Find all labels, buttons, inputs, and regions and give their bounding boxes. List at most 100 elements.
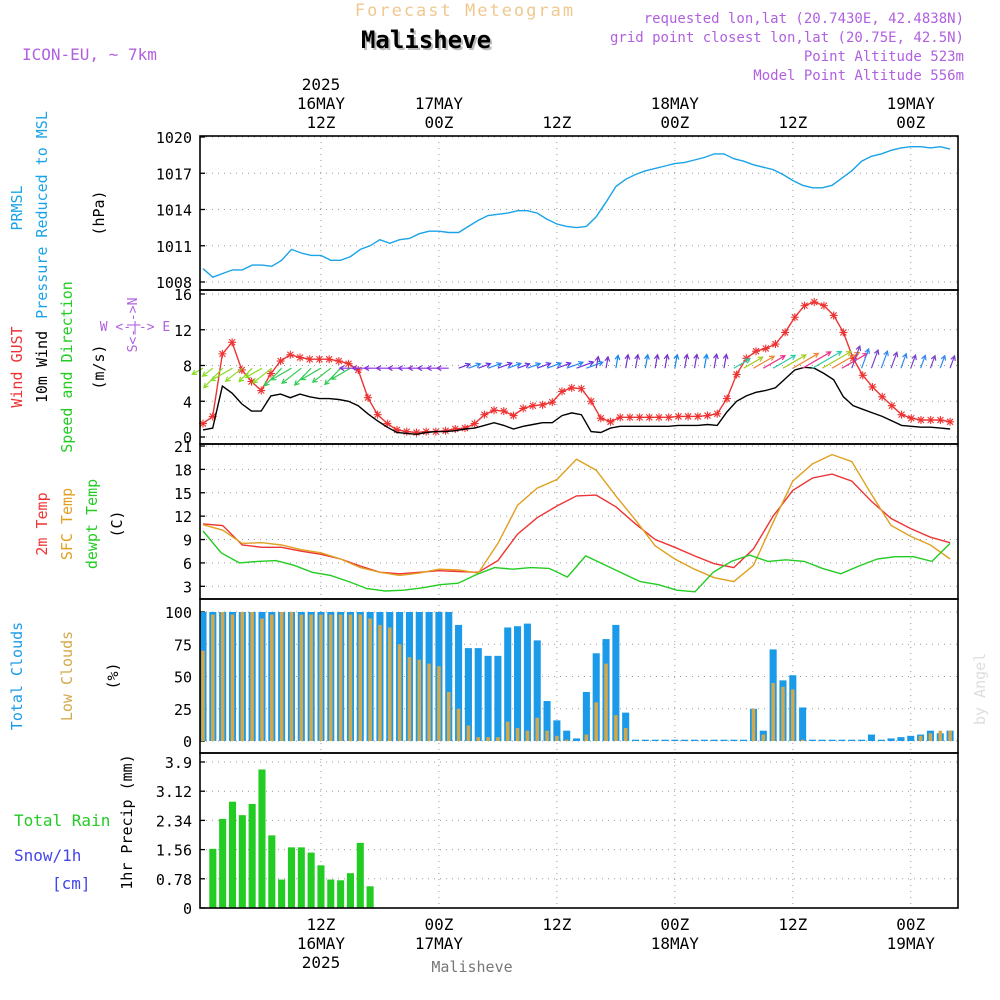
gust-marker (557, 387, 566, 396)
wind-arrow (201, 367, 214, 377)
gust-marker (625, 413, 634, 422)
panel-label: Speed and Direction (58, 281, 76, 453)
gust-marker (354, 365, 363, 374)
gust-marker (907, 414, 916, 423)
bar-rain (238, 815, 246, 908)
bar-low-clouds (338, 614, 343, 741)
panel-frame (199, 752, 959, 909)
bar-rain (278, 879, 286, 908)
gust-marker (199, 419, 207, 428)
bar-low-clouds (456, 708, 461, 741)
gust-marker (257, 386, 266, 395)
panel-label: SFC Temp (58, 488, 76, 560)
compass-we: W <-|-> E (100, 320, 170, 335)
panel-label: PRMSL (8, 185, 26, 230)
wind-arrow (870, 348, 880, 369)
wind-arrow (517, 362, 531, 369)
bar-total-clouds (877, 739, 885, 741)
panel-frame (199, 135, 959, 291)
time-label-top: 12Z (307, 113, 336, 132)
panel-label: 10m Wind (33, 331, 51, 403)
panel-temp: 21 18 15 12 9 6 3 (174, 438, 959, 600)
bar-total-clouds (573, 738, 581, 741)
gust-marker (548, 398, 557, 407)
bar-rain (248, 803, 256, 908)
wind-arrow (252, 367, 273, 384)
bar-low-clouds (358, 614, 363, 741)
bar-total-clouds (681, 739, 689, 741)
bar-total-clouds (808, 739, 817, 741)
ytick-label: 3.12 (156, 783, 192, 801)
ytick-label: 12 (174, 508, 192, 526)
bar-rain (219, 818, 227, 908)
bar-total-clouds (622, 712, 630, 741)
gust-marker (868, 382, 877, 391)
bar-low-clouds (437, 666, 441, 741)
wind-arrow (468, 362, 482, 369)
wind-arrow (713, 352, 719, 369)
gust-marker (393, 425, 402, 434)
wind-arrow (910, 353, 917, 369)
wind-arrow (802, 351, 832, 369)
bar-low-clouds (781, 686, 785, 741)
wind-arrow (663, 353, 670, 369)
wind-arrow (594, 355, 601, 369)
bar-total-clouds (582, 691, 590, 741)
wind-arrow (821, 351, 853, 369)
bar-low-clouds (309, 614, 313, 741)
bar-low-clouds (614, 715, 618, 741)
gust-marker (412, 428, 421, 437)
bar-total-clouds (671, 739, 679, 741)
wind-arrow (792, 352, 820, 369)
gust-marker (771, 340, 780, 349)
wind-arrow (576, 360, 595, 369)
panel-label: (C) (108, 510, 126, 537)
bar-total-clouds (533, 640, 541, 741)
wind-arrow (566, 360, 585, 369)
gust-marker (480, 410, 489, 419)
time-label-bottom: 00Z (896, 915, 925, 934)
bar-total-clouds (504, 627, 512, 741)
wind-arrow (487, 362, 503, 369)
ytick-label: 0 (183, 429, 192, 447)
compass-ns: S<-|->N (126, 298, 141, 353)
ytick-label: 0.78 (156, 871, 192, 889)
wind-arrow (900, 352, 908, 369)
panel-precip: 3.9 3.12 2.34 1.56 0.78 0 (156, 752, 959, 918)
ytick-label: 6 (183, 555, 192, 573)
bar-total-clouds (484, 655, 492, 741)
series-line-temp-2 (202, 530, 951, 593)
panel-label: dewpt Temp (83, 479, 101, 569)
time-label-bottom: 2025 (302, 953, 341, 972)
bar-total-clouds (799, 707, 807, 741)
time-label-top: 17MAY (415, 94, 464, 113)
bar-total-clouds (818, 739, 826, 741)
gridpoint-coords: grid point closest lon,lat (20.75E, 42.5… (610, 30, 964, 46)
gust-marker (422, 427, 431, 436)
wind-arrow (703, 353, 709, 369)
gust-marker (664, 413, 673, 422)
wind-arrow (300, 367, 322, 381)
gust-marker (402, 427, 411, 436)
bar-total-clouds (494, 655, 502, 741)
gust-marker (470, 419, 479, 428)
ytick-label: 0 (183, 900, 192, 918)
bar-low-clouds (466, 725, 471, 741)
wind-arrow (949, 354, 956, 369)
bar-low-clouds (761, 734, 766, 741)
gust-marker (655, 413, 664, 422)
wind-arrow (238, 367, 253, 383)
bar-low-clouds (368, 618, 372, 741)
wind-arrow (644, 353, 650, 369)
gust-marker (451, 424, 460, 433)
bar-total-clouds (464, 648, 472, 741)
wind-arrow (929, 354, 937, 369)
time-label-top: 00Z (660, 113, 689, 132)
bar-low-clouds (525, 730, 530, 741)
bar-low-clouds (928, 733, 933, 741)
wind-arrow (693, 353, 700, 369)
wind-arrow (614, 354, 621, 369)
gust-marker (286, 350, 295, 359)
gust-marker (606, 417, 615, 426)
bar-low-clouds (289, 612, 294, 741)
